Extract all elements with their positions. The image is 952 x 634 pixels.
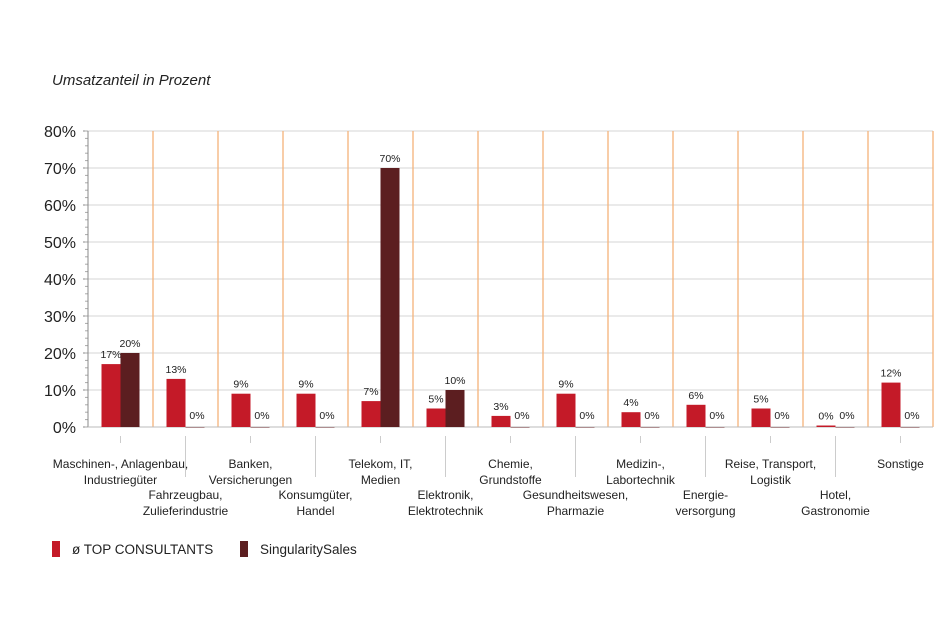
data-label: 0% [709,410,724,422]
x-tick-label: Gastronomie [801,504,870,518]
x-tick-label: Energie- [683,488,728,502]
bar-top-consultants [361,401,381,427]
bar-top-consultants [101,364,121,427]
data-label: 17% [100,349,121,361]
legend-swatch [52,541,60,557]
legend-label: ø TOP CONSULTANTS [72,541,214,557]
bar-singularitysales [835,427,855,428]
data-label: 9% [558,379,573,391]
data-label: 9% [233,379,248,391]
bar-singularitysales [770,427,790,428]
data-label: 7% [363,386,378,398]
data-label: 13% [165,364,186,376]
data-label: 3% [493,401,508,413]
x-tick-label: Reise, Transport, [725,457,816,471]
data-label: 4% [623,397,638,409]
x-tick-label: Medien [361,473,400,487]
y-tick-label: 0% [53,420,76,437]
data-label: 5% [428,394,443,406]
x-tick-label: Medizin-, [616,457,665,471]
x-tick-label: Handel [296,504,334,518]
x-tick-label: Gesundheitswesen, [523,488,628,502]
data-label: 9% [298,379,313,391]
bar-top-consultants [426,408,446,427]
x-tick-label: Hotel, [820,488,851,502]
data-label: 0% [254,410,269,422]
x-tick-label: Chemie, [488,457,533,471]
bar-top-consultants [491,415,511,427]
legend-label: SingularitySales [260,541,357,557]
legend-item-top-consultants: ø TOP CONSULTANTS [52,541,213,557]
data-label: 0% [839,410,854,422]
bar-top-consultants [881,382,901,427]
bar-singularitysales [250,427,270,428]
x-tick-label: Industriegüter [84,473,157,487]
y-tick-label: 60% [44,198,76,215]
y-tick-label: 50% [44,235,76,252]
bar-singularitysales [705,427,725,428]
y-tick-label: 20% [44,346,76,363]
x-tick-label: Pharmazie [547,504,605,518]
data-label: 5% [753,394,768,406]
x-tick-label: Elektrotechnik [408,504,484,518]
x-tick-label: Sonstige [877,457,924,471]
x-tick-label: Telekom, IT, [348,457,412,471]
y-tick-label: 80% [44,124,76,141]
x-tick-label: Logistik [750,473,792,487]
bar-singularitysales [185,427,205,428]
x-tick-label: Grundstoffe [479,473,542,487]
bar-singularitysales [575,427,595,428]
x-tick-label: Zulieferindustrie [143,504,229,518]
data-label: 6% [688,390,703,402]
data-label: 0% [644,410,659,422]
bar-top-consultants [621,412,641,427]
x-tick-label: versorgung [675,504,735,518]
bar-top-consultants [556,393,576,427]
legend-swatch [240,541,248,557]
bar-top-consultants [686,404,706,427]
legend-item-singularitysales: SingularitySales [240,541,357,557]
data-label: 12% [880,368,901,380]
y-tick-label: 30% [44,309,76,326]
bar-top-consultants [231,393,251,427]
bar-singularitysales [315,427,335,428]
x-tick-label: Elektronik, [417,488,473,502]
data-label: 20% [119,338,140,350]
data-label: 0% [189,410,204,422]
data-label: 0% [514,410,529,422]
data-label: 0% [579,410,594,422]
bar-singularitysales [900,427,920,428]
bar-top-consultants [166,378,186,427]
y-tick-label: 10% [44,383,76,400]
data-label: 10% [444,375,465,387]
bar-singularitysales [510,427,530,428]
bar-singularitysales [120,353,140,427]
data-label: 0% [904,410,919,422]
bar-singularitysales [640,427,660,428]
bar-top-consultants [751,408,771,427]
y-tick-label: 70% [44,161,76,178]
bar-singularitysales [445,390,465,427]
data-label: 0% [818,411,833,423]
data-label: 0% [774,410,789,422]
data-label: 70% [379,153,400,165]
x-tick-label: Versicherungen [209,473,292,487]
bar-top-consultants [816,425,836,427]
x-tick-label: Maschinen-, Anlagenbau, [53,457,188,471]
y-tick-label: 40% [44,272,76,289]
x-tick-label: Labortechnik [606,473,676,487]
bar-top-consultants [296,393,316,427]
bar-singularitysales [380,168,400,427]
x-tick-label: Banken, [228,457,272,471]
chart-title: Umsatzanteil in Prozent [52,72,211,89]
data-label: 0% [319,410,334,422]
x-tick-label: Fahrzeugbau, [148,488,222,502]
x-tick-label: Konsumgüter, [278,488,352,502]
